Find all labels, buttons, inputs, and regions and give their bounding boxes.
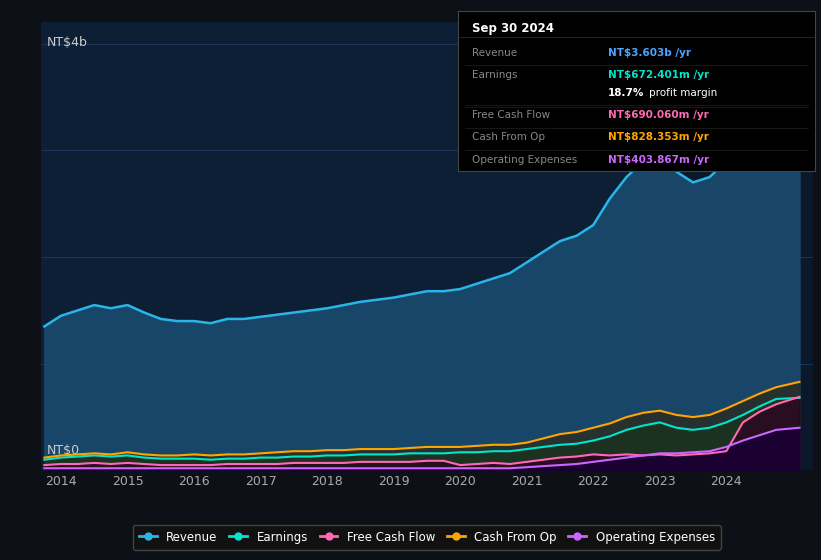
- Text: Free Cash Flow: Free Cash Flow: [472, 110, 551, 120]
- Text: NT$4b: NT$4b: [48, 36, 88, 49]
- Text: NT$403.867m /yr: NT$403.867m /yr: [608, 155, 709, 165]
- Text: Cash From Op: Cash From Op: [472, 132, 545, 142]
- Text: Earnings: Earnings: [472, 70, 518, 80]
- Text: Sep 30 2024: Sep 30 2024: [472, 22, 554, 35]
- Text: Revenue: Revenue: [472, 48, 517, 58]
- Text: NT$672.401m /yr: NT$672.401m /yr: [608, 70, 709, 80]
- Bar: [626, 22, 813, 470]
- Text: NT$3.603b /yr: NT$3.603b /yr: [608, 48, 691, 58]
- Text: profit margin: profit margin: [649, 87, 718, 97]
- Text: NT$828.353m /yr: NT$828.353m /yr: [608, 132, 709, 142]
- Text: NT$690.060m /yr: NT$690.060m /yr: [608, 110, 709, 120]
- Legend: Revenue, Earnings, Free Cash Flow, Cash From Op, Operating Expenses: Revenue, Earnings, Free Cash Flow, Cash …: [133, 525, 721, 549]
- Text: Operating Expenses: Operating Expenses: [472, 155, 578, 165]
- Text: NT$0: NT$0: [48, 444, 80, 457]
- Text: 18.7%: 18.7%: [608, 87, 644, 97]
